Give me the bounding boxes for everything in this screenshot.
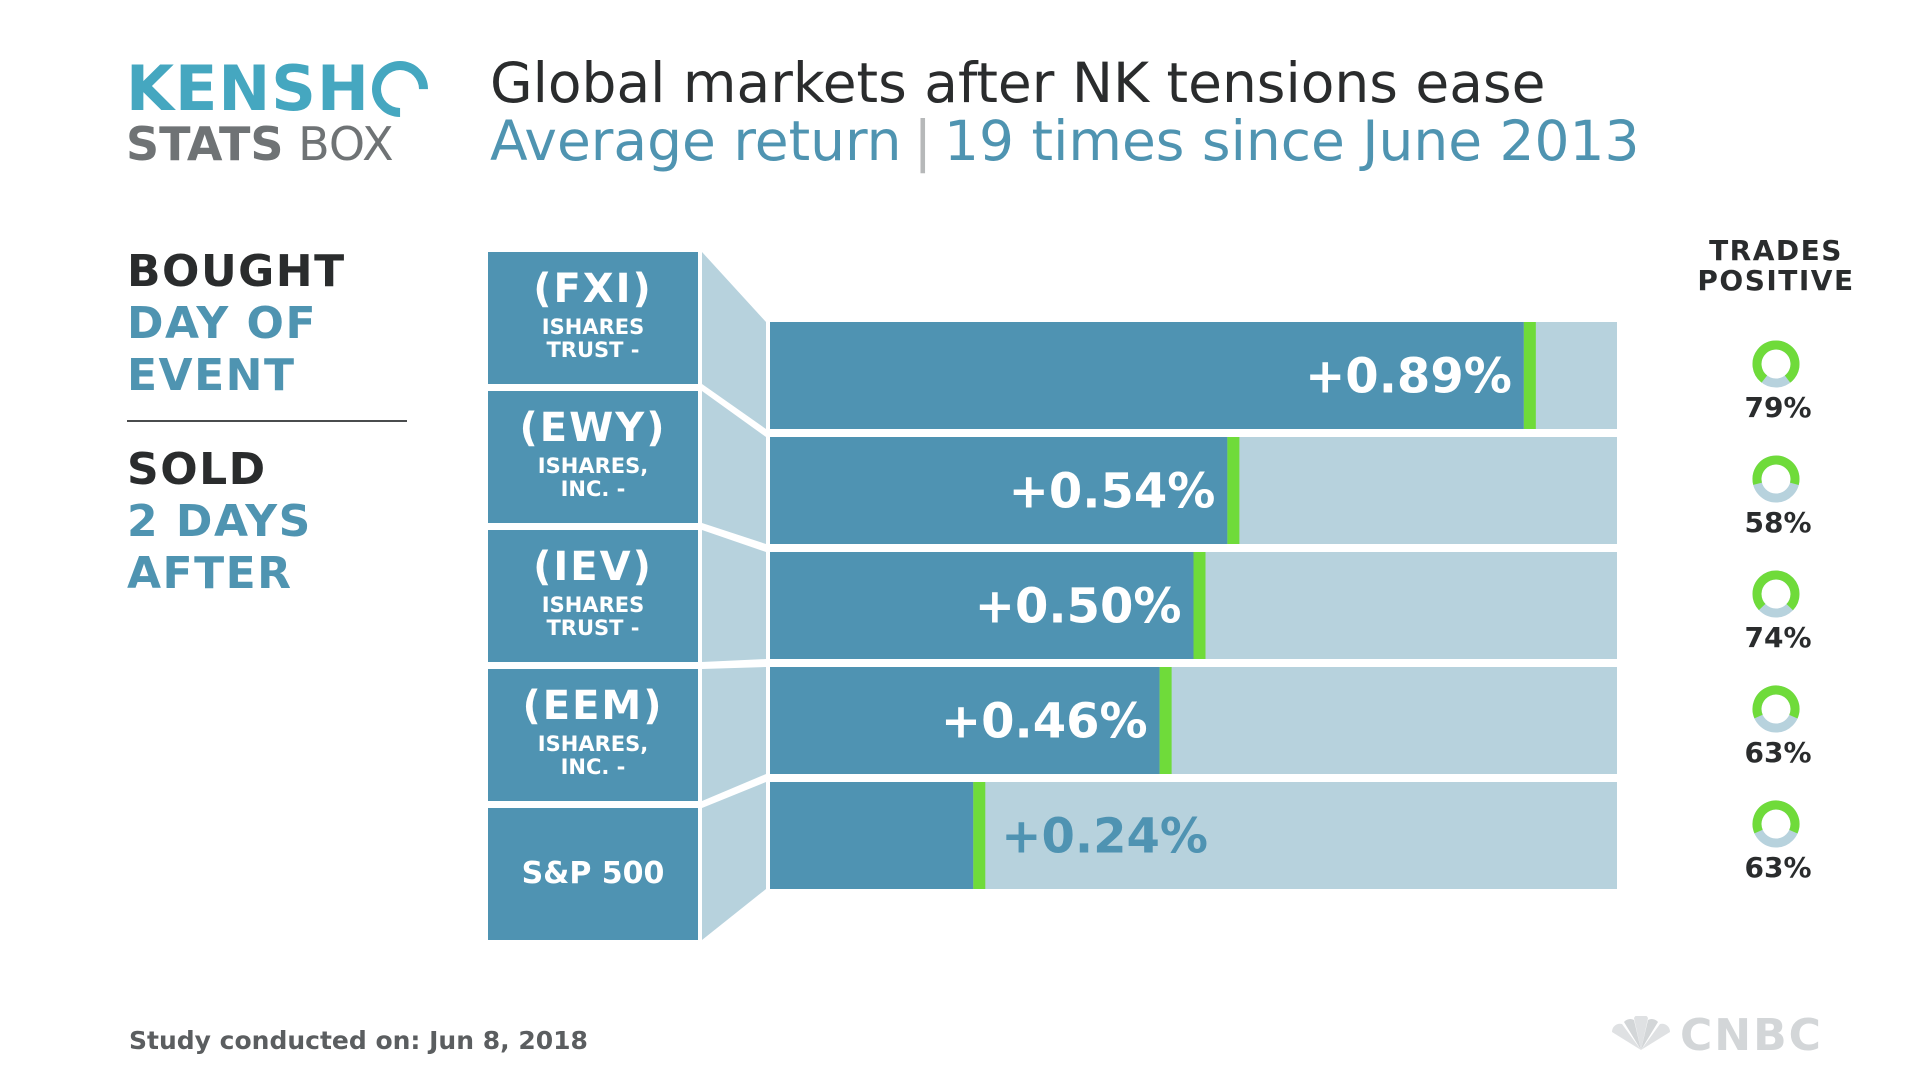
ticker-box: S&P 500 (488, 808, 698, 940)
brand-text: CNBC (1680, 1010, 1823, 1061)
donut-fill (1752, 570, 1800, 618)
trades-positive-label: 63% (1744, 851, 1812, 884)
bar-marker (973, 782, 986, 889)
bought-when-1: DAY OF (127, 298, 318, 349)
subtitle-separator: | (913, 109, 933, 173)
donut-fill (1752, 340, 1800, 388)
cnbc-wordmark: CNBC (1680, 1010, 1823, 1061)
donut-fill (1752, 455, 1800, 503)
bar-marker (1227, 437, 1240, 544)
bar (770, 667, 1160, 774)
logo-box: BOX (283, 117, 394, 171)
ticker-box: (EWY) ISHARES, INC. - (488, 391, 698, 523)
bar-value-label: +0.50% (975, 579, 1182, 635)
ticker-description: ISHARES TRUST - (541, 315, 645, 362)
ticker-code: (EWY) (519, 405, 667, 451)
trades-positive-heading-1: TRADES (1709, 234, 1843, 267)
bar-value-label: +0.54% (1009, 464, 1216, 520)
sold-when-1: 2 DAYS (127, 496, 312, 547)
subtitle-right: 19 times since June 2013 (944, 109, 1640, 173)
study-date: Study conducted on: Jun 8, 2018 (129, 1026, 588, 1055)
sold-when-2: AFTER (127, 548, 293, 599)
ticker-code: (FXI) (533, 266, 653, 312)
subtitle-left: Average return (490, 109, 902, 173)
chart-subtitle: Average return | 19 times since June 2013 (490, 108, 1640, 174)
ticker-description: ISHARES, INC. - (537, 732, 649, 779)
chart-title: Global markets after NK tensions ease (490, 51, 1546, 115)
bought-legend: BOUGHT DAY OF EVENT (127, 246, 346, 402)
bought-when-2: EVENT (127, 350, 296, 401)
ticker-description: ISHARES TRUST - (541, 593, 645, 640)
trades-positive-label: 58% (1744, 506, 1812, 539)
sold-label: SOLD (127, 444, 267, 495)
logo-bottom: STATS BOX (126, 120, 428, 168)
bought-label: BOUGHT (127, 246, 346, 297)
bar-value-label: +0.46% (941, 694, 1148, 750)
connector-band (702, 667, 766, 801)
connector-band (702, 252, 766, 429)
bar-value-label: +0.24% (1001, 809, 1208, 865)
ticker-box: (FXI) ISHARES TRUST - (488, 252, 698, 384)
donut-fill (1752, 685, 1800, 733)
donut-fill (1752, 800, 1800, 848)
ticker-box: (EEM) ISHARES, INC. - (488, 669, 698, 801)
trades-positive-heading-2: POSITIVE (1697, 264, 1855, 297)
bar-marker (1193, 552, 1206, 659)
kensho-logo: KENSH STATS BOX (126, 49, 440, 168)
ticker-box: (IEV) ISHARES TRUST - (488, 530, 698, 662)
bar (770, 782, 974, 889)
connector-band (702, 391, 766, 544)
ticker-code: (EEM) (522, 683, 664, 729)
bar (770, 437, 1228, 544)
logo-top: KENSH (126, 49, 440, 129)
trades-positive-label: 63% (1744, 736, 1812, 769)
trades-positive-label: 79% (1744, 391, 1812, 424)
ticker-code: S&P 500 (521, 856, 665, 891)
bar-value-label: +0.89% (1305, 349, 1512, 405)
logo-top-text: KENSH (126, 52, 370, 125)
bar (770, 322, 1524, 429)
bar-marker (1523, 322, 1536, 429)
ticker-description: ISHARES, INC. - (537, 454, 649, 501)
trades-positive-heading: TRADES POSITIVE (1690, 236, 1862, 296)
legend-divider (127, 420, 407, 422)
sold-legend: SOLD 2 DAYS AFTER (127, 444, 312, 600)
logo-stats: STATS (126, 117, 284, 171)
trades-positive-label: 74% (1744, 621, 1812, 654)
bar-marker (1159, 667, 1172, 774)
bar (770, 552, 1194, 659)
ticker-code: (IEV) (533, 544, 653, 590)
connector-band (702, 782, 766, 940)
peacock-icon (1611, 1016, 1671, 1050)
connector-band (702, 530, 766, 662)
